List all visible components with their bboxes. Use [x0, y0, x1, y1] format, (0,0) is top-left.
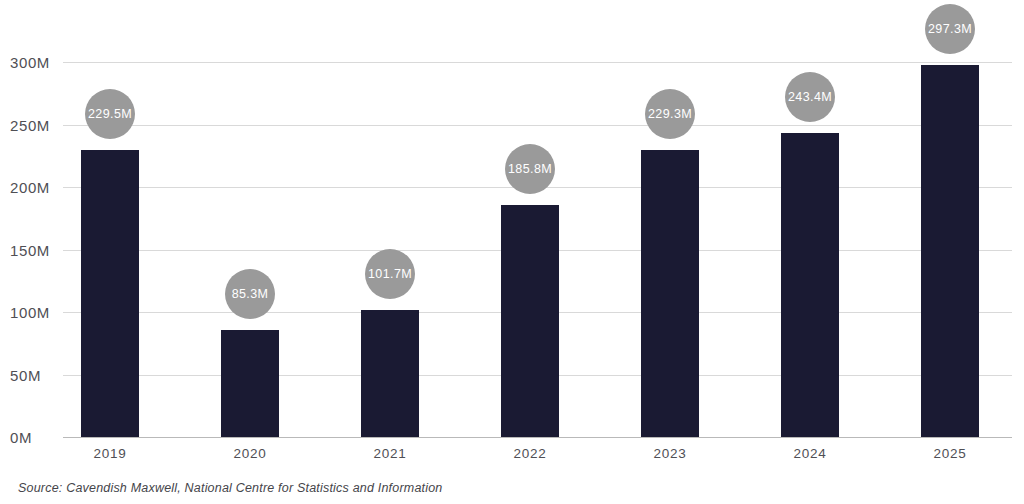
data-label-bubble-2025: 297.3M [925, 4, 975, 54]
y-axis-tick-250M: 250M [10, 117, 50, 132]
x-axis-baseline [63, 437, 1012, 438]
x-axis-tick-2020: 2020 [233, 446, 266, 461]
x-axis-tick-2024: 2024 [793, 446, 826, 461]
y-axis-tick-100M: 100M [10, 305, 50, 320]
bar-2024 [781, 133, 839, 437]
data-label-bubble-2023: 229.3M [645, 89, 695, 139]
x-axis-tick-2021: 2021 [373, 446, 406, 461]
x-axis-tick-2022: 2022 [513, 446, 546, 461]
y-axis-tick-300M: 300M [10, 55, 50, 70]
y-axis-tick-50M: 50M [10, 367, 41, 382]
data-label-bubble-2021: 101.7M [365, 249, 415, 299]
bar-2025 [921, 65, 979, 437]
y-axis-tick-200M: 200M [10, 180, 50, 195]
x-axis-tick-2019: 2019 [93, 446, 126, 461]
x-axis-tick-2023: 2023 [653, 446, 686, 461]
bar-2021 [361, 310, 419, 437]
data-label-bubble-2024: 243.4M [785, 72, 835, 122]
y-axis-tick-0M: 0M [10, 430, 32, 445]
bar-2023 [641, 150, 699, 437]
x-axis-tick-2025: 2025 [933, 446, 966, 461]
y-axis-tick-150M: 150M [10, 242, 50, 257]
bar-2019 [81, 150, 139, 437]
source-note: Source: Cavendish Maxwell, National Cent… [18, 481, 443, 495]
bar-2022 [501, 205, 559, 437]
data-label-bubble-2022: 185.8M [505, 144, 555, 194]
gridline-250M [63, 125, 1012, 126]
bar-chart: Source: Cavendish Maxwell, National Cent… [0, 0, 1024, 504]
bar-2020 [221, 330, 279, 437]
data-label-bubble-2019: 229.5M [85, 89, 135, 139]
gridline-300M [63, 62, 1012, 63]
